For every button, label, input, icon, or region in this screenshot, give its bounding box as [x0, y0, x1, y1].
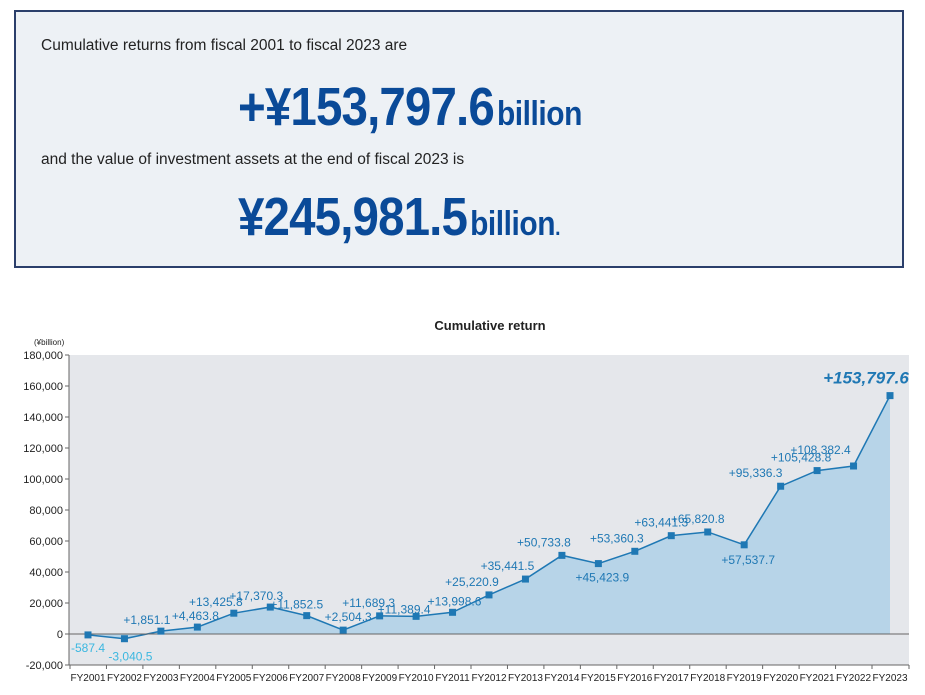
data-label: +11,689.3 [342, 596, 395, 610]
x-tick-label: FY2022 [836, 673, 871, 684]
y-axis: 180,000 160,000 140,000 120,000 100,000 80,00… [23, 350, 70, 672]
data-label: +95,336.3 [729, 466, 783, 480]
x-tick-label: FY2006 [253, 673, 288, 684]
investment-assets-value: ¥245,981.5 [238, 187, 468, 247]
x-tick-label: FY2012 [471, 673, 506, 684]
data-point [850, 462, 858, 470]
x-tick-label: FY2011 [435, 673, 470, 684]
x-tick-label: FY2023 [872, 673, 907, 684]
data-label: +105,428.8 [771, 451, 832, 465]
chart-title: Cumulative return [434, 318, 545, 333]
data-label: +153,797.6 [823, 369, 909, 388]
x-tick-label: FY2013 [508, 673, 543, 684]
y-tick-label: 140,000 [23, 412, 63, 424]
data-label: +108,382.4 [790, 443, 851, 457]
x-tick-label: FY2007 [289, 673, 324, 684]
data-point [449, 608, 457, 616]
data-point [631, 547, 639, 555]
data-point [558, 551, 566, 559]
data-point [120, 635, 128, 643]
data-label: -587.4 [71, 641, 105, 655]
data-point [594, 560, 602, 568]
cumulative-return-area [88, 395, 890, 639]
x-tick-label: FY2002 [107, 673, 142, 684]
data-point [84, 631, 92, 639]
y-tick-label: 120,000 [23, 443, 63, 455]
y-tick-label: 180,000 [23, 350, 63, 362]
data-point [813, 467, 821, 475]
data-label: +53,360.3 [590, 531, 644, 545]
data-point [521, 575, 529, 583]
data-label: +63,441.3 [634, 516, 688, 530]
y-tick-label: 60,000 [29, 536, 63, 548]
data-label: +11,389.4 [378, 602, 431, 616]
y-tick-label: 100,000 [23, 474, 63, 486]
data-markers [84, 392, 894, 643]
investment-assets-unit: billion [470, 205, 556, 243]
data-point [303, 612, 311, 620]
data-label: +13,425.8 [189, 595, 243, 609]
x-tick-label: FY2015 [581, 673, 616, 684]
x-tick-label: FY2005 [216, 673, 251, 684]
x-tick-label: FY2008 [326, 673, 361, 684]
data-point [412, 612, 420, 620]
x-tick-label: FY2004 [180, 673, 215, 684]
data-point [886, 392, 894, 400]
y-tick-label: -20,000 [26, 660, 63, 672]
data-label: +65,820.8 [671, 512, 725, 526]
x-tick-label: FY2010 [399, 673, 434, 684]
data-label: +4,463.8 [172, 609, 219, 623]
x-axis: FY2001 FY2002 FY2003 FY2004 FY2005 FY2006 FY20… [69, 664, 910, 684]
data-label: +1,851.1 [123, 613, 170, 627]
x-tick-label: FY2014 [544, 673, 579, 684]
data-point [740, 541, 748, 549]
data-label: +35,441.5 [481, 559, 535, 573]
data-labels: -587.4-3,040.5+1,851.1 +4,463.8+13,425.8+… [71, 369, 909, 664]
x-tick-label: FY2019 [727, 673, 762, 684]
x-tick-label: FY2018 [690, 673, 725, 684]
y-tick-label: 40,000 [29, 567, 63, 579]
data-point [339, 626, 347, 634]
data-point [485, 591, 493, 599]
data-label: +17,370.3 [229, 589, 283, 603]
data-point [266, 603, 274, 611]
data-point [157, 627, 165, 635]
y-axis-unit: (¥billion) [34, 338, 65, 347]
data-point [230, 609, 238, 617]
data-point [667, 532, 675, 540]
y-tick-label: 80,000 [29, 505, 63, 517]
x-tick-label: FY2009 [362, 673, 397, 684]
x-tick-label: FY2016 [617, 673, 652, 684]
x-tick-label: FY2003 [143, 673, 178, 684]
investment-assets-figure: ¥245,981.5 billion. [238, 186, 560, 248]
x-tick-label: FY2020 [763, 673, 798, 684]
data-label: +25,220.9 [445, 575, 499, 589]
y-tick-label: 20,000 [29, 598, 63, 610]
data-label: +13,998.6 [428, 594, 482, 608]
data-label: +45,423.9 [576, 571, 630, 585]
data-label: +11,852.5 [270, 598, 323, 612]
x-tick-label: FY2017 [654, 673, 689, 684]
x-tick-label: FY2021 [800, 673, 835, 684]
data-point [704, 528, 712, 536]
cumulative-returns-unit: billion [496, 95, 582, 133]
data-label: +2,504.3 [325, 610, 372, 624]
y-tick-label: 0 [57, 629, 63, 641]
cumulative-returns-value: +¥153,797.6 [238, 77, 495, 137]
investment-assets-period: . [555, 215, 560, 240]
y-tick-label: 160,000 [23, 381, 63, 393]
summary-box: Cumulative returns from fiscal 2001 to f… [14, 10, 904, 268]
data-point [376, 612, 384, 620]
cumulative-returns-figure: +¥153,797.6 billion [238, 76, 582, 138]
data-point [193, 623, 201, 631]
data-label: +50,733.8 [517, 535, 571, 549]
data-label: -3,040.5 [108, 650, 152, 664]
data-point [777, 482, 785, 490]
assets-intro-text: and the value of investment assets at th… [41, 151, 465, 168]
x-tick-label: FY2001 [70, 673, 105, 684]
data-label: +57,537.7 [721, 553, 775, 567]
returns-intro-text: Cumulative returns from fiscal 2001 to f… [41, 37, 408, 54]
